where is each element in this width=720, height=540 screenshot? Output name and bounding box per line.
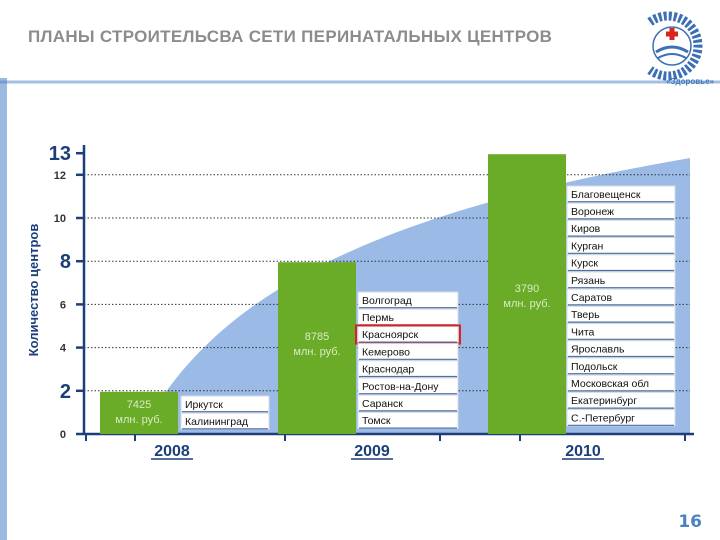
city-name: Тверь [571,309,600,321]
city-name: Саранск [362,398,403,410]
y-tick-label: 2 [60,381,71,403]
city-name: Подольск [571,361,618,373]
bar-value-label: млн. руб. [503,298,550,310]
bar-value-label: млн. руб. [115,414,162,426]
y-tick-label: 13 [49,143,71,165]
city-name: Воронеж [571,206,614,218]
logo-cross-horizontal [666,31,678,37]
logo-wave-2 [657,53,687,59]
city-name: Московская обл [571,378,649,390]
city-name: Ростов-на-Дону [362,381,439,393]
y-tick-label: 6 [60,299,66,311]
city-name: Киров [571,223,601,235]
city-name: Рязань [571,275,606,287]
page-title: ПЛАНЫ СТРОИТЕЛЬСВА СЕТИ ПЕРИНАТАЛЬНЫХ ЦЕ… [28,27,553,46]
city-name: Кемерово [362,346,410,358]
bar-2010 [488,154,566,434]
city-name: Курск [571,258,598,270]
y-tick-label: 8 [60,251,71,273]
city-name: Благовещенск [571,189,641,201]
city-name: Иркутск [185,399,223,411]
city-name: Екатеринбург [571,395,637,407]
city-name: Красноярск [362,329,418,341]
bar-2009 [278,262,356,434]
y-tick-label: 10 [54,213,66,225]
bar-value-label: 3790 [515,283,539,295]
page-number: 16 [678,512,702,532]
city-name: Ярославль [571,344,625,356]
city-name: Курган [571,240,604,252]
y-axis-title: Количество центров [26,224,41,357]
city-name: Пермь [362,312,394,324]
logo-ring [647,11,703,81]
city-name: С.-Петербург [571,412,635,424]
logo-wave [655,45,689,54]
y-tick-label: 12 [54,170,66,182]
x-category-label: 2009 [354,443,390,460]
city-name: Калининград [185,416,248,428]
y-tick-label: 4 [60,343,67,355]
city-name: Томск [362,415,391,427]
y-tick-label: 0 [60,429,66,441]
city-name: Саратов [571,292,613,304]
bar-2008 [100,391,178,434]
city-name: Волгоград [362,295,412,307]
x-category-label: 2008 [154,443,190,460]
city-name: Краснодар [362,364,414,376]
bar-value-label: млн. руб. [293,346,340,358]
x-category-label: 2010 [565,443,601,460]
bar-value-label: 8785 [305,331,329,343]
city-name: Чита [571,326,595,338]
left-accent-bar [0,78,7,540]
bar-value-label: 7425 [127,399,151,411]
